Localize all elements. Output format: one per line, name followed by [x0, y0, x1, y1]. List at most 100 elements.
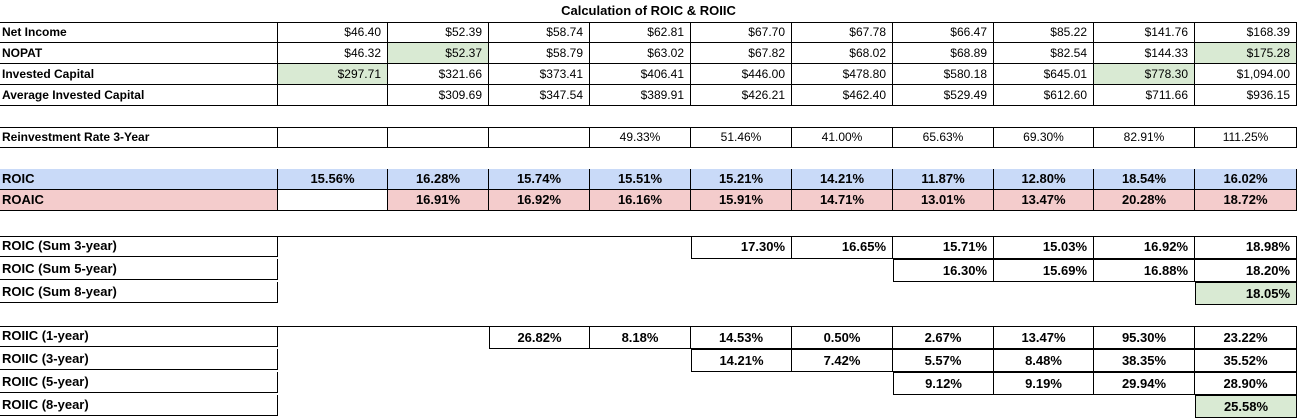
value-cell: $52.37: [388, 43, 489, 64]
value-cell: 15.91%: [691, 190, 792, 211]
row-label: ROIC: [0, 169, 278, 190]
value-cell: 41.00%: [792, 127, 893, 148]
value-cell: $46.32: [278, 43, 388, 64]
value-cell: 15.71%: [893, 236, 994, 259]
value-cell: $936.15: [1195, 85, 1297, 106]
value-cell: 65.63%: [893, 127, 994, 148]
value-cell: 9.12%: [893, 372, 994, 395]
row-label: Net Income: [0, 22, 278, 43]
value-cell: 51.46%: [691, 127, 792, 148]
value-cell: 18.20%: [1195, 259, 1297, 282]
value-cell: 16.16%: [590, 190, 691, 211]
value-cell: [278, 127, 388, 148]
value-cell: [489, 127, 590, 148]
value-cell: $426.21: [691, 85, 792, 106]
value-cell: 8.48%: [994, 349, 1094, 372]
value-cell: $168.39: [1195, 22, 1297, 43]
value-cell: 35.52%: [1195, 349, 1297, 372]
value-cell: 16.91%: [388, 190, 489, 211]
row-label: ROIIC (5-year): [0, 372, 278, 393]
value-cell: 14.21%: [691, 349, 792, 372]
value-cell: 2.67%: [893, 326, 994, 349]
value-cell: 82.91%: [1094, 127, 1195, 148]
value-cell: 14.21%: [792, 169, 893, 190]
value-cell: $82.54: [994, 43, 1094, 64]
value-cell: 25.58%: [1195, 395, 1297, 418]
value-cell: 29.94%: [1094, 372, 1195, 395]
value-cell: $389.91: [590, 85, 691, 106]
value-cell: 95.30%: [1094, 326, 1195, 349]
sheet-title: Calculation of ROIC & ROIIC: [561, 3, 736, 18]
row-divider: [0, 22, 1297, 23]
value-cell: 14.53%: [691, 326, 792, 349]
row-label: ROIIC (1-year): [0, 326, 278, 347]
value-cell: 0.50%: [792, 326, 893, 349]
value-cell: $67.82: [691, 43, 792, 64]
value-cell: $46.40: [278, 22, 388, 43]
row-label: ROIIC (8-year): [0, 395, 278, 416]
value-cell: 16.92%: [1094, 236, 1195, 259]
value-cell: 15.51%: [590, 169, 691, 190]
value-cell: 18.05%: [1195, 282, 1297, 305]
row-divider: [0, 236, 1297, 237]
value-cell: $68.89: [893, 43, 994, 64]
value-cell: $347.54: [489, 85, 590, 106]
value-cell: $62.81: [590, 22, 691, 43]
value-cell: 18.98%: [1195, 236, 1297, 259]
value-cell: $141.76: [1094, 22, 1195, 43]
value-cell: $645.01: [994, 64, 1094, 85]
value-cell: 111.25%: [1195, 127, 1297, 148]
value-cell: 38.35%: [1094, 349, 1195, 372]
value-cell: $58.74: [489, 22, 590, 43]
value-cell: $85.22: [994, 22, 1094, 43]
value-cell: $373.41: [489, 64, 590, 85]
value-cell: $1,094.00: [1195, 64, 1297, 85]
row-label: ROIC (Sum 5-year): [0, 259, 278, 280]
value-cell: 16.88%: [1094, 259, 1195, 282]
value-cell: 5.57%: [893, 349, 994, 372]
value-cell: 13.01%: [893, 190, 994, 211]
row-label: Invested Capital: [0, 64, 278, 85]
row-label: Average Invested Capital: [0, 85, 278, 106]
value-cell: 13.47%: [994, 190, 1094, 211]
value-cell: 23.22%: [1195, 326, 1297, 349]
value-cell: 26.82%: [489, 326, 590, 349]
value-cell: 9.19%: [994, 372, 1094, 395]
value-cell: $462.40: [792, 85, 893, 106]
value-cell: 16.02%: [1195, 169, 1297, 190]
value-cell: [388, 127, 489, 148]
row-divider: [0, 127, 1297, 128]
value-cell: $63.02: [590, 43, 691, 64]
value-cell: 18.54%: [1094, 169, 1195, 190]
value-cell: 16.92%: [489, 190, 590, 211]
value-cell: $66.47: [893, 22, 994, 43]
value-cell: 69.30%: [994, 127, 1094, 148]
row-label: Reinvestment Rate 3-Year: [0, 127, 278, 148]
value-cell: 11.87%: [893, 169, 994, 190]
value-cell: 15.56%: [278, 169, 388, 190]
value-cell: [278, 190, 388, 211]
value-cell: 15.74%: [489, 169, 590, 190]
row-label: ROIC (Sum 8-year): [0, 282, 278, 303]
value-cell: $58.79: [489, 43, 590, 64]
value-cell: 8.18%: [590, 326, 691, 349]
value-cell: 15.03%: [994, 236, 1094, 259]
value-cell: 13.47%: [994, 326, 1094, 349]
value-cell: 15.69%: [994, 259, 1094, 282]
value-cell: 16.28%: [388, 169, 489, 190]
value-cell: [278, 85, 388, 106]
row-label: ROIC (Sum 3-year): [0, 236, 278, 257]
value-cell: $321.66: [388, 64, 489, 85]
value-cell: $67.78: [792, 22, 893, 43]
value-cell: 16.30%: [893, 259, 994, 282]
value-cell: $778.30: [1094, 64, 1195, 85]
value-cell: 16.65%: [792, 236, 893, 259]
value-cell: $52.39: [388, 22, 489, 43]
value-cell: $68.02: [792, 43, 893, 64]
value-cell: $612.60: [994, 85, 1094, 106]
value-cell: $529.49: [893, 85, 994, 106]
value-cell: $478.80: [792, 64, 893, 85]
value-cell: 12.80%: [994, 169, 1094, 190]
value-cell: $67.70: [691, 22, 792, 43]
